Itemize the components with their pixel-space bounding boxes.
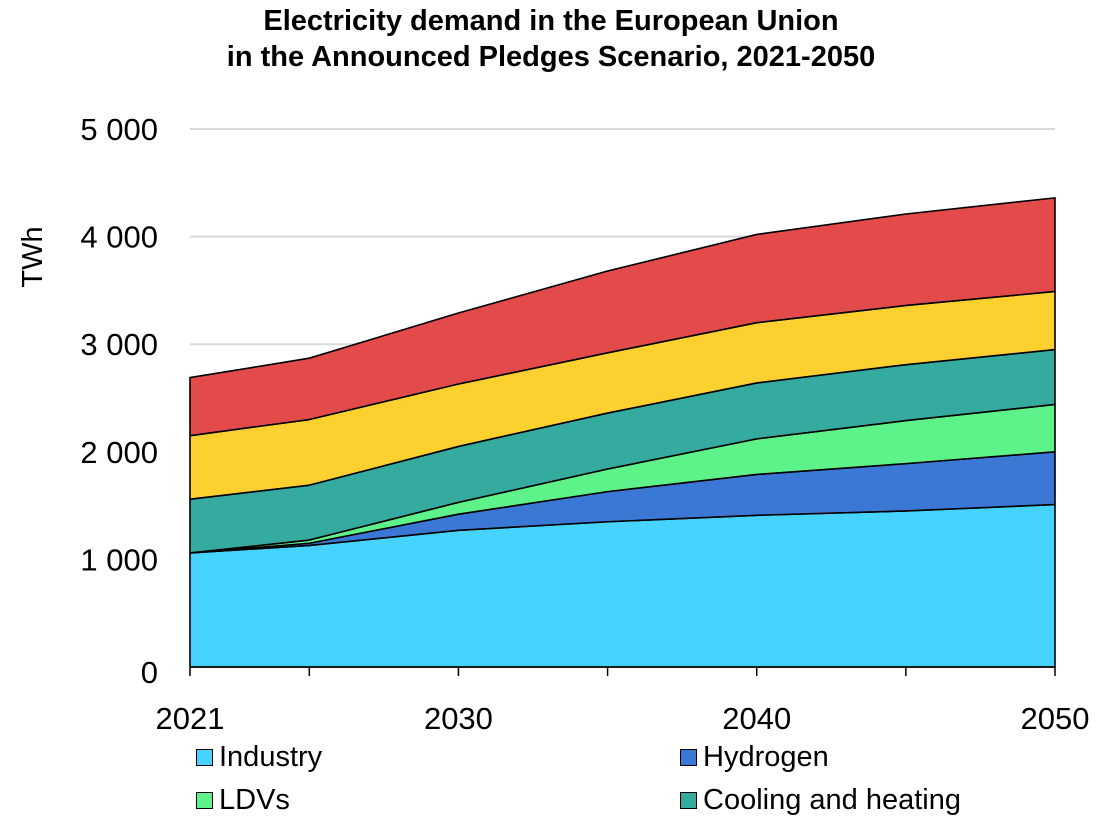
legend-item-industry: Industry bbox=[196, 741, 322, 774]
area-series-6 bbox=[189, 197, 1056, 437]
legend-item-hydrogen: Hydrogen bbox=[680, 741, 829, 774]
chart-title-line-1: Electricity demand in the European Union bbox=[263, 5, 839, 37]
x-tick-label-2030: 2030 bbox=[424, 701, 493, 736]
y-tick-label-1000: 1 000 bbox=[80, 542, 158, 577]
legend-item-ldvs: LDVs bbox=[196, 784, 290, 817]
legend-item-cooling-and-heating: Cooling and heating bbox=[680, 784, 961, 817]
x-tick-label-2040: 2040 bbox=[722, 701, 791, 736]
y-tick-label-4000: 4 000 bbox=[80, 220, 158, 255]
legend-swatch-ldvs bbox=[196, 792, 213, 809]
legend-label-ldvs: LDVs bbox=[219, 784, 290, 816]
y-tick-label-3000: 3 000 bbox=[80, 327, 158, 362]
x-tick-label-2021: 2021 bbox=[156, 701, 225, 736]
legend-label-cooling-and-heating: Cooling and heating bbox=[703, 784, 961, 816]
legend-swatch-industry bbox=[196, 749, 213, 766]
chart-title-line-2: in the Announced Pledges Scenario, 2021-… bbox=[226, 41, 876, 73]
y-tick-label-5000: 5 000 bbox=[80, 112, 158, 147]
y-tick-label-2000: 2 000 bbox=[80, 435, 158, 470]
y-axis-label: TWh bbox=[17, 226, 49, 287]
x-tick-label-2050: 2050 bbox=[1021, 701, 1090, 736]
legend-label-industry: Industry bbox=[219, 741, 323, 773]
legend-swatch-hydrogen bbox=[680, 749, 697, 766]
legend-swatch-cooling-and-heating bbox=[680, 792, 697, 809]
legend-label-hydrogen: Hydrogen bbox=[703, 741, 829, 773]
y-tick-label-0: 0 bbox=[141, 655, 158, 690]
